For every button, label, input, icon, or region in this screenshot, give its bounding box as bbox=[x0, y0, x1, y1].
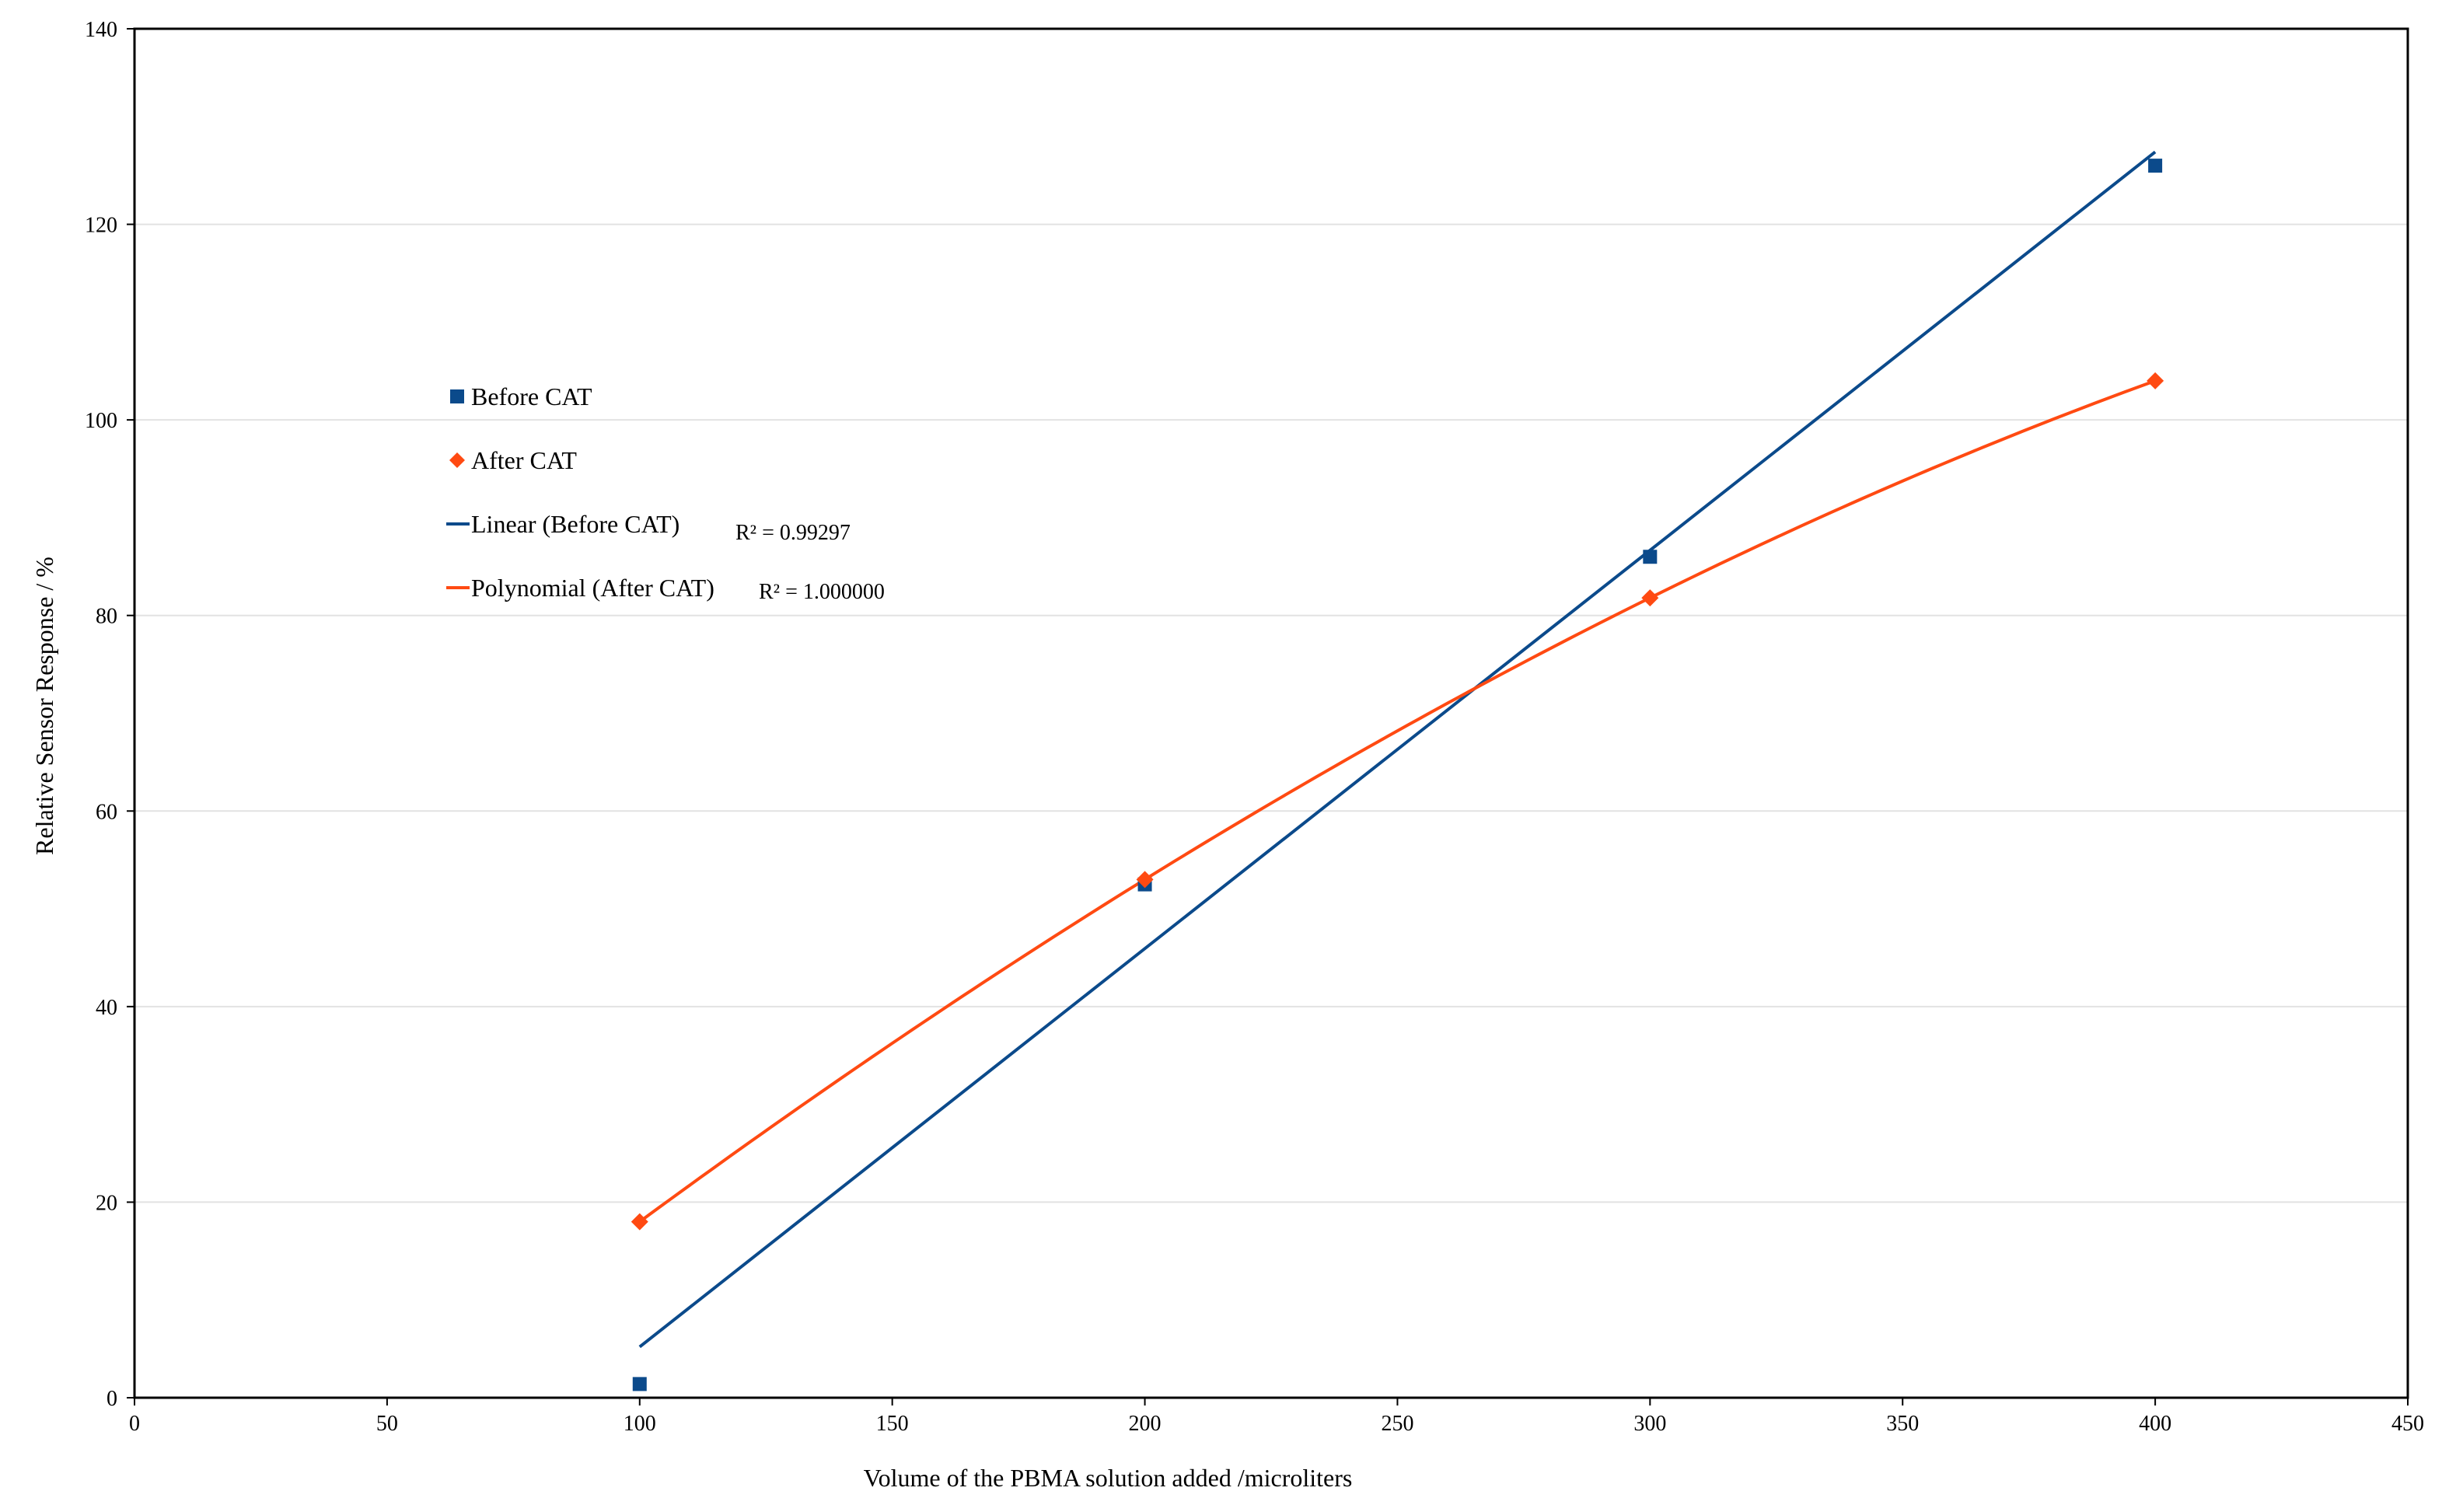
legend-marker-after-cat bbox=[449, 452, 465, 468]
y-tick-label-60: 60 bbox=[96, 800, 117, 824]
y-tick-label-0: 0 bbox=[107, 1387, 117, 1411]
x-tick-label-350: 350 bbox=[1886, 1412, 1919, 1436]
x-tick-label-150: 150 bbox=[876, 1412, 909, 1436]
r2-linear: R² = 0.99297 bbox=[735, 521, 851, 545]
point-before-cat-300 bbox=[1643, 550, 1658, 564]
trendlines bbox=[638, 150, 2157, 1349]
grid-lines bbox=[135, 223, 2408, 1203]
trendline-polynomial-after-cat bbox=[638, 379, 2156, 1224]
point-before-cat-400 bbox=[2148, 159, 2163, 173]
x-tick-label-0: 0 bbox=[129, 1412, 140, 1436]
y-axis-title: Relative Sensor Response / % bbox=[30, 557, 58, 855]
legend-label-linear: Linear (Before CAT) bbox=[471, 510, 679, 538]
x-tick-label-450: 450 bbox=[2391, 1412, 2424, 1436]
legend: Before CAT After CAT Linear (Before CAT) R²… bbox=[446, 382, 885, 604]
y-tick-label-20: 20 bbox=[96, 1191, 117, 1215]
x-tick-label-250: 250 bbox=[1381, 1412, 1413, 1436]
point-after-cat-100 bbox=[631, 1213, 648, 1231]
legend-label-polynomial: Polynomial (After CAT) bbox=[471, 574, 714, 602]
x-axis-ticks: 0 50 100 150 200 250 300 350 400 450 bbox=[129, 1398, 2424, 1436]
r2-polynomial: R² = 1.000000 bbox=[759, 580, 885, 604]
legend-marker-before-cat bbox=[450, 389, 464, 403]
y-tick-label-80: 80 bbox=[96, 605, 117, 629]
axes bbox=[133, 27, 2409, 1399]
x-tick-label-100: 100 bbox=[624, 1412, 656, 1436]
point-after-cat-400 bbox=[2147, 372, 2164, 389]
trendline-linear-before-cat bbox=[638, 150, 2157, 1349]
x-axis-title: Volume of the PBMA solution added /micro… bbox=[864, 1464, 1353, 1492]
x-tick-label-300: 300 bbox=[1633, 1412, 1666, 1436]
legend-label-after-cat: After CAT bbox=[471, 446, 577, 474]
point-after-cat-200 bbox=[1136, 871, 1154, 889]
point-after-cat-300 bbox=[1641, 589, 1659, 607]
x-tick-label-50: 50 bbox=[376, 1412, 398, 1436]
plot-frame bbox=[133, 27, 2409, 1399]
point-before-cat-100 bbox=[632, 1377, 647, 1392]
y-axis-ticks: 0 20 40 60 80 100 120 140 bbox=[85, 18, 135, 1411]
y-tick-label-40: 40 bbox=[96, 996, 117, 1020]
data-points bbox=[631, 159, 2164, 1392]
y-tick-label-120: 120 bbox=[85, 214, 117, 238]
y-tick-label-100: 100 bbox=[85, 409, 117, 433]
x-tick-label-200: 200 bbox=[1129, 1412, 1162, 1436]
legend-label-before-cat: Before CAT bbox=[471, 382, 592, 410]
x-tick-label-400: 400 bbox=[2139, 1412, 2171, 1436]
y-tick-label-140: 140 bbox=[85, 18, 117, 42]
